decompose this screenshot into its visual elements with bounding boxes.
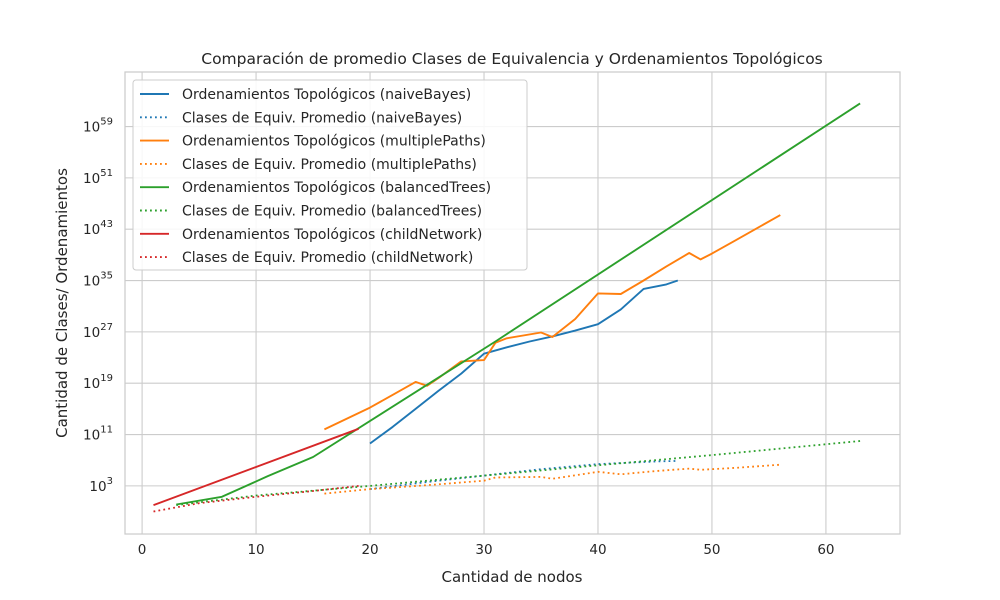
legend-label: Clases de Equiv. Promedio (childNetwork) — [182, 250, 473, 266]
legend-entry: Clases de Equiv. Promedio (childNetwork) — [140, 250, 473, 266]
legend: Ordenamientos Topológicos (naiveBayes) Cl… — [132, 79, 528, 271]
legend-label: Ordenamientos Topológicos (balancedTrees… — [182, 180, 491, 196]
y-tick-label: 310 — [89, 476, 113, 495]
y-tick-exponent: 11 — [100, 425, 113, 436]
series-line-1 — [369, 460, 678, 490]
y-tick-base: 10 — [89, 479, 106, 495]
legend-label: Clases de Equiv. Promedio (multiplePaths… — [182, 157, 477, 173]
legend-entry: Ordenamientos Topológicos (multiplePaths… — [140, 134, 486, 150]
legend-box — [132, 79, 528, 271]
y-tick-base: 10 — [83, 325, 100, 341]
series-line-5 — [176, 440, 861, 506]
legend-label: Clases de Equiv. Promedio (balancedTrees… — [182, 204, 482, 220]
x-tick-label: 10 — [247, 542, 264, 558]
plot-lines — [153, 102, 861, 513]
legend-label: Ordenamientos Topológicos (childNetwork) — [182, 227, 482, 243]
y-tick-base: 10 — [83, 222, 100, 238]
y-tick-exponent: 35 — [100, 271, 113, 282]
y-tick-base: 10 — [83, 376, 100, 392]
legend-label: Clases de Equiv. Promedio (naiveBayes) — [182, 110, 462, 126]
series-line-0 — [369, 279, 679, 445]
series-line-6 — [153, 427, 359, 506]
legend-entry: Clases de Equiv. Promedio (multiplePaths… — [140, 157, 477, 173]
series-line-4 — [176, 102, 861, 506]
legend-entry: Clases de Equiv. Promedio (naiveBayes) — [140, 110, 462, 126]
x-axis-label: Cantidad de nodos — [442, 568, 583, 586]
legend-entry: Ordenamientos Topológicos (balancedTrees… — [140, 180, 491, 196]
series-line-3 — [324, 463, 781, 495]
x-tick-label: 40 — [589, 542, 606, 558]
plot-frame — [124, 71, 901, 535]
x-tick-label: 50 — [703, 542, 720, 558]
x-tick-label: 30 — [475, 542, 492, 558]
y-tick-exponent: 3 — [107, 476, 113, 487]
legend-entry: Ordenamientos Topológicos (childNetwork) — [140, 227, 482, 243]
x-axis-ticks: 0 10 20 30 40 50 60 — [138, 542, 835, 558]
chart-title: Comparación de promedio Clases de Equiva… — [201, 50, 823, 68]
legend-entry: Ordenamientos Topológicos (naiveBayes) — [140, 87, 471, 103]
y-tick-exponent: 27 — [100, 322, 113, 333]
y-tick-base: 10 — [83, 171, 100, 187]
y-tick-exponent: 19 — [100, 373, 113, 384]
y-tick-exponent: 43 — [100, 219, 113, 230]
x-tick-label: 60 — [817, 542, 834, 558]
y-tick-base: 10 — [83, 274, 100, 290]
y-tick-base: 10 — [83, 120, 100, 136]
y-tick-exponent: 59 — [100, 117, 113, 128]
series-line-7 — [153, 485, 359, 513]
legend-label: Ordenamientos Topológicos (multiplePaths… — [182, 134, 486, 150]
series-line-2 — [323, 214, 781, 431]
y-tick-exponent: 51 — [100, 168, 113, 179]
legend-label: Ordenamientos Topológicos (naiveBayes) — [182, 87, 471, 103]
x-tick-label: 20 — [361, 542, 378, 558]
legend-entry: Clases de Equiv. Promedio (balancedTrees… — [140, 204, 482, 220]
x-tick-label: 0 — [138, 542, 147, 558]
y-tick-base: 10 — [83, 428, 100, 444]
y-axis-label: Cantidad de Clases/ Ordenamientos — [53, 168, 71, 438]
